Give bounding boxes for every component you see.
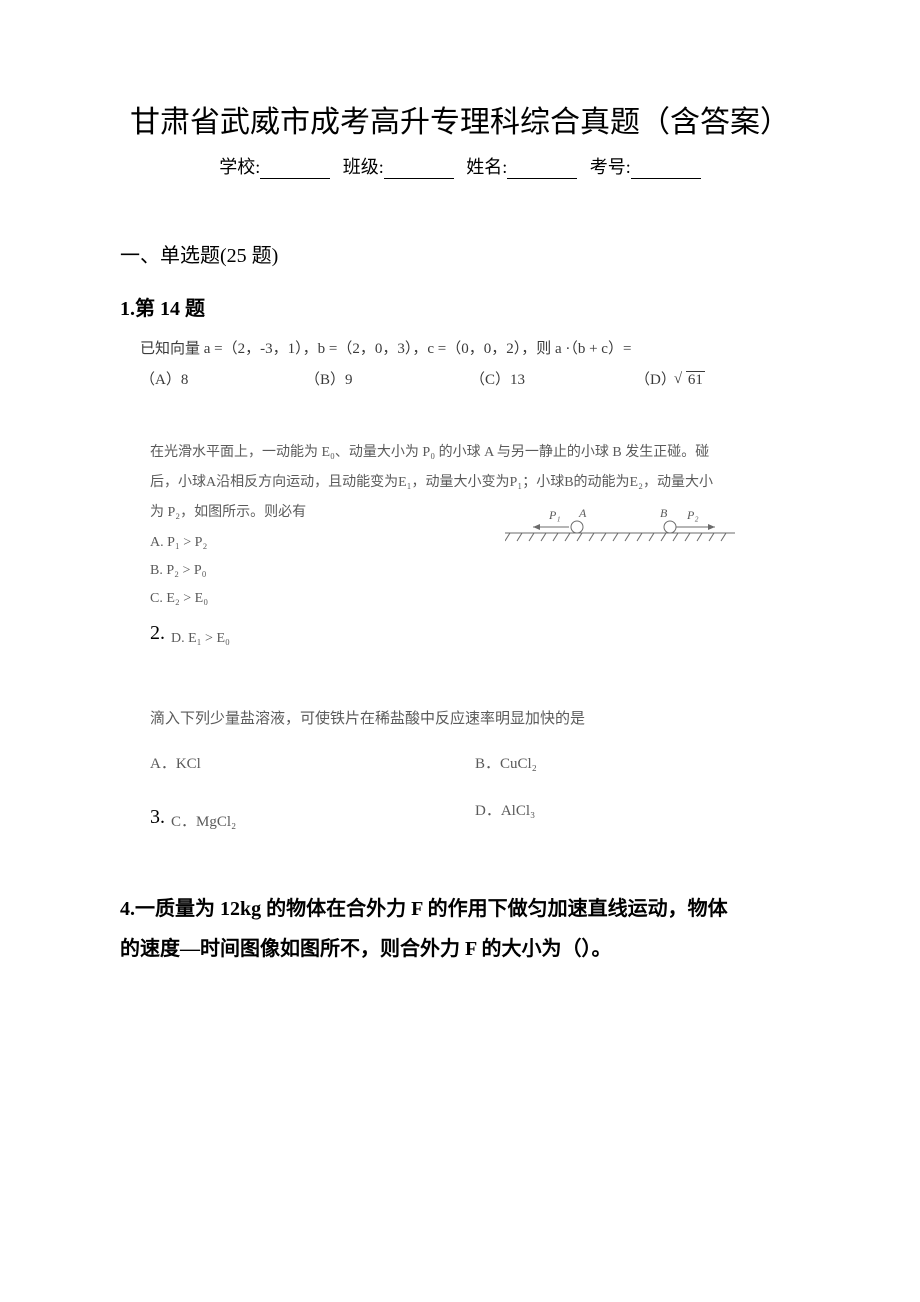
question-1: 1.第 14 题 已知向量 a =（2，-3，1），b =（2，0，3），c =…: [120, 292, 800, 389]
exam-meta-line: 学校: 班级: 姓名: 考号:: [120, 153, 800, 179]
meta-name-blank: [507, 161, 577, 179]
q4-text-l2: 的速度—时间图像如图所不，则合外力 F 的大小为（）。: [120, 929, 800, 969]
q1-opt-d-val: 61: [686, 371, 705, 388]
q4-number: 4.: [120, 898, 135, 920]
meta-school-blank: [260, 161, 330, 179]
q2-opt-c: C. E₂ > E₀: [150, 585, 445, 613]
q2-number: 2.: [150, 613, 165, 653]
q1-opt-c: （C）13: [470, 368, 635, 389]
q3-opt-d: D．AlCl₃: [475, 795, 800, 839]
meta-name: 姓名:: [466, 153, 577, 179]
q1-number: 1.第 14 题: [120, 292, 800, 321]
q1-opt-b: （B）9: [305, 368, 470, 389]
q2-options: A. P₁ > P₂ B. P₂ > P₀ C. E₂ > E₀ 2. D. E₁…: [150, 529, 445, 653]
q2-opt-a: A. P₁ > P₂: [150, 529, 445, 557]
meta-class-label: 班级:: [343, 157, 384, 177]
meta-school: 学校:: [219, 153, 330, 179]
q1-opt-d: （D） 61: [635, 368, 800, 389]
q1-number-prefix: 1.: [120, 298, 135, 320]
q2-stem-l3: 为 P₂，如图所示。则必有: [150, 499, 445, 527]
q2-diagram-p2-label: P₂: [686, 508, 699, 522]
q3-opt-b: B．CuCl₂: [475, 748, 800, 781]
collision-diagram-icon: P₁ A B P₂: [505, 503, 735, 553]
q2-opt-b: B. P₂ > P₀: [150, 557, 445, 585]
meta-examno-blank: [631, 161, 701, 179]
q2-opt-d: D. E₁ > E₀: [171, 631, 230, 646]
q3-opt-a: A．KCl: [150, 748, 475, 781]
q1-stem: 已知向量 a =（2，-3，1），b =（2，0，3），c =（0，0，2），则…: [120, 335, 800, 364]
meta-school-label: 学校:: [219, 157, 260, 177]
question-4: 4.一质量为 12kg 的物体在合外力 F 的作用下做匀加速直线运动，物体 的速…: [120, 889, 800, 969]
section-heading: 一、单选题(25 题): [120, 239, 800, 268]
q2-diagram: P₁ A B P₂: [445, 499, 800, 553]
meta-class: 班级:: [343, 153, 454, 179]
q1-options: （A）8 （B）9 （C）13 （D） 61: [120, 368, 800, 389]
q1-opt-d-prefix: （D）: [635, 372, 676, 388]
meta-examno: 考号:: [590, 153, 701, 179]
exam-title: 甘肃省武威市成考高升专理科综合真题（含答案）: [120, 100, 800, 145]
meta-examno-label: 考号:: [590, 157, 631, 177]
meta-class-blank: [384, 161, 454, 179]
q2-stem-l1: 在光滑水平面上，一动能为 E₀、动量大小为 P₀ 的小球 A 与另一静止的小球 …: [150, 439, 800, 467]
q1-opt-a: （A）8: [140, 368, 305, 389]
question-2: 在光滑水平面上，一动能为 E₀、动量大小为 P₀ 的小球 A 与另一静止的小球 …: [120, 439, 800, 653]
q3-options: A．KCl B．CuCl₂ 3. C．MgCl₂ D．AlCl₃: [150, 748, 800, 839]
q2-stem-l2: 后，小球A沿相反方向运动，且动能变为E₁，动量大小变为P₁；小球B的动能为E₂，…: [150, 469, 800, 497]
q3-opt-c: C．MgCl₂: [171, 814, 236, 830]
q2-diagram-a-label: A: [578, 506, 587, 520]
q3-stem: 滴入下列少量盐溶液，可使铁片在稀盐酸中反应速率明显加快的是: [150, 703, 800, 736]
q3-number: 3.: [150, 795, 165, 839]
q4-text-l1: 一质量为 12kg 的物体在合外力 F 的作用下做匀加速直线运动，物体: [135, 898, 728, 920]
q2-diagram-b-label: B: [660, 506, 668, 520]
question-3: 滴入下列少量盐溶液，可使铁片在稀盐酸中反应速率明显加快的是 A．KCl B．Cu…: [120, 703, 800, 839]
meta-name-label: 姓名:: [466, 157, 507, 177]
q2-diagram-p1-label: P₁: [548, 508, 561, 522]
q1-number-text: 第 14 题: [135, 298, 205, 320]
